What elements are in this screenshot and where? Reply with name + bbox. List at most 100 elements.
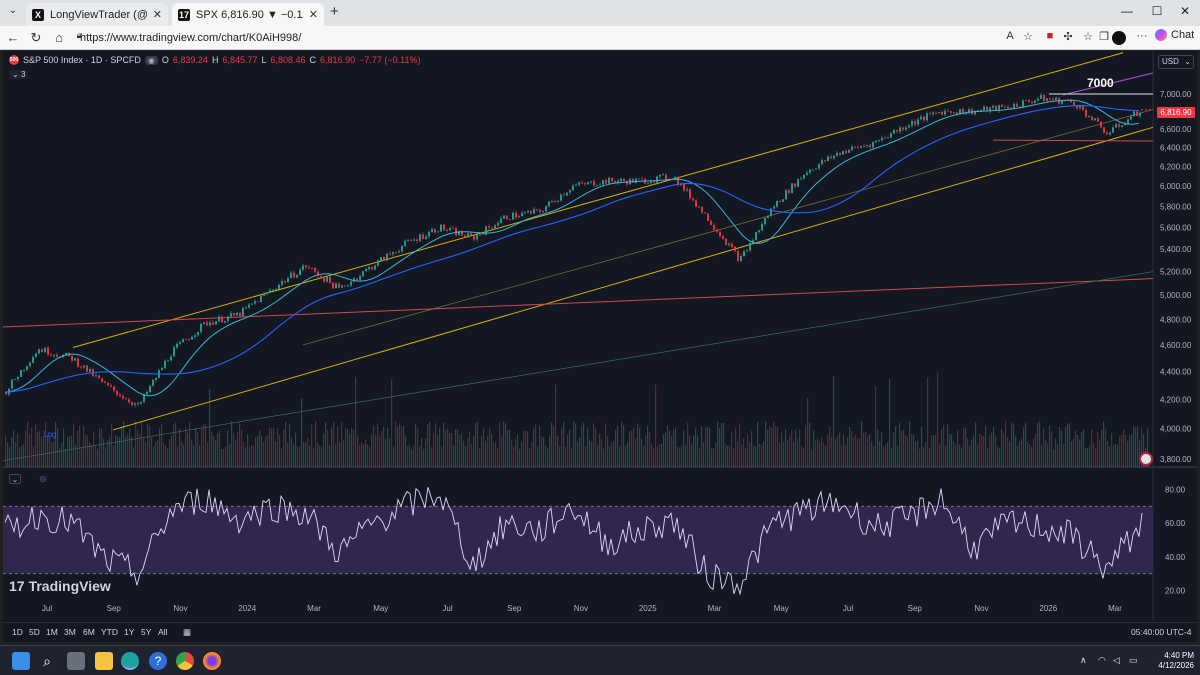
volume-bar bbox=[269, 427, 271, 467]
volume-bar bbox=[693, 435, 695, 467]
candle-body bbox=[542, 211, 544, 213]
volume-bar bbox=[59, 448, 61, 467]
show-hidden-icons[interactable]: ∧ bbox=[1080, 655, 1087, 665]
home-icon[interactable]: ⌂ bbox=[55, 30, 63, 45]
volume-bar bbox=[699, 448, 701, 467]
back-arrow-icon[interactable]: ← bbox=[6, 30, 20, 45]
more-menu-icon[interactable]: ··· bbox=[1136, 30, 1148, 42]
tf-all[interactable]: All bbox=[158, 627, 168, 637]
volume-bar bbox=[1135, 427, 1137, 467]
volume-bar bbox=[91, 445, 93, 467]
volume-bar bbox=[65, 448, 67, 467]
volume-bar bbox=[727, 445, 729, 467]
firefox-icon[interactable] bbox=[203, 652, 221, 670]
windows-start-icon[interactable] bbox=[12, 652, 30, 670]
tf-3m[interactable]: 3M bbox=[64, 627, 76, 637]
refresh-icon[interactable]: ↻ bbox=[30, 30, 42, 45]
candle-body bbox=[815, 168, 817, 170]
file-explorer-icon[interactable] bbox=[95, 652, 113, 670]
volume-bar bbox=[267, 435, 269, 467]
tab-tradingview[interactable]: 17 SPX 6,816.90 ▼ −0.11% Unnamed ✕ bbox=[172, 3, 324, 26]
volume-bar bbox=[55, 421, 57, 467]
candle-body bbox=[746, 250, 748, 252]
log-scale-label[interactable]: Log bbox=[43, 430, 57, 439]
volume-bar bbox=[645, 435, 647, 467]
minimize-button[interactable]: — bbox=[1121, 4, 1133, 18]
volume-icon[interactable]: ◁ bbox=[1113, 655, 1120, 665]
indicators-toggle[interactable]: ⌄ 3 bbox=[9, 70, 29, 79]
tab-longviewtrader[interactable]: X LongViewTrader (@LongViewTrader ✕ bbox=[26, 3, 168, 26]
candle-body bbox=[824, 160, 826, 162]
chrome-icon[interactable] bbox=[176, 652, 194, 670]
edge-browser-icon[interactable] bbox=[121, 652, 139, 670]
read-aloud-icon[interactable]: A bbox=[1006, 30, 1014, 42]
volume-bar bbox=[515, 439, 517, 467]
tf-ytd[interactable]: YTD bbox=[101, 627, 118, 637]
candle-body bbox=[353, 278, 355, 282]
timezone-clock[interactable]: 05:40:00 UTC-4 bbox=[1131, 627, 1192, 637]
volume-bar bbox=[647, 425, 649, 467]
candle-body bbox=[716, 229, 718, 232]
copilot-chat-button[interactable]: Chat bbox=[1155, 29, 1194, 41]
candle-body bbox=[473, 235, 475, 240]
help-icon[interactable]: ? bbox=[149, 652, 167, 670]
extensions-puzzle-icon[interactable]: ✣ bbox=[1063, 31, 1073, 43]
tf-5y[interactable]: 5Y bbox=[141, 627, 152, 637]
volume-bar bbox=[743, 438, 745, 467]
flag-icon[interactable] bbox=[1139, 452, 1153, 466]
candle-body bbox=[740, 255, 742, 262]
system-clock[interactable]: 4:40 PM 4/12/2026 bbox=[1152, 651, 1194, 671]
tradingview-chart[interactable]: 7,000.006,800.006,600.006,400.006,200.00… bbox=[3, 51, 1197, 642]
volume-bar bbox=[641, 438, 643, 467]
extension-icon[interactable]: ■ bbox=[1046, 30, 1054, 42]
volume-bar bbox=[1067, 423, 1069, 467]
volume-bar bbox=[1083, 429, 1085, 467]
favorite-star-icon[interactable]: ☆ bbox=[1023, 31, 1033, 43]
close-tab-icon[interactable]: ✕ bbox=[152, 9, 162, 21]
tab-actions-icon[interactable]: ⌄ bbox=[8, 5, 18, 16]
time-tick-label: Jul bbox=[42, 604, 52, 613]
search-icon[interactable]: ⌕ bbox=[43, 653, 51, 669]
volume-bar bbox=[279, 435, 281, 467]
volume-bar bbox=[381, 431, 383, 467]
close-tab-icon[interactable]: ✕ bbox=[308, 9, 318, 21]
candle-body bbox=[548, 201, 550, 207]
currency-selector[interactable]: USD ⌄ bbox=[1158, 55, 1194, 69]
volume-bar bbox=[613, 440, 615, 467]
volume-bar bbox=[577, 441, 579, 467]
wifi-icon[interactable]: ◠ bbox=[1098, 655, 1106, 665]
rsi-settings-icon[interactable]: ◎ bbox=[39, 474, 47, 483]
tf-1y[interactable]: 1Y bbox=[124, 627, 135, 637]
candle-body bbox=[5, 392, 7, 395]
low-label: L bbox=[261, 55, 267, 65]
collections-icon[interactable]: ❐ bbox=[1099, 31, 1109, 43]
close-window-button[interactable]: ✕ bbox=[1179, 4, 1191, 18]
level-label-7000[interactable]: 7000 bbox=[1087, 76, 1114, 90]
visibility-toggle-icon[interactable]: ◉ bbox=[144, 55, 158, 65]
profile-avatar[interactable] bbox=[1112, 31, 1126, 45]
volume-bar bbox=[851, 430, 853, 467]
candle-body bbox=[851, 146, 853, 151]
volume-bar bbox=[969, 445, 971, 467]
tf-5d[interactable]: 5D bbox=[29, 627, 40, 637]
tf-1m[interactable]: 1M bbox=[46, 627, 58, 637]
maximize-button[interactable]: ☐ bbox=[1151, 4, 1163, 18]
battery-icon[interactable]: ▭ bbox=[1129, 655, 1138, 665]
candle-body bbox=[653, 181, 655, 183]
symbol-name[interactable]: S&P 500 Index · 1D · SPCFD bbox=[23, 55, 141, 65]
volume-bar bbox=[1013, 424, 1015, 467]
volume-bar bbox=[961, 447, 963, 467]
url-field[interactable]: https://www.tradingview.com/chart/K0AiH9… bbox=[80, 32, 302, 44]
chart-canvas[interactable]: 7,000.006,800.006,600.006,400.006,200.00… bbox=[3, 51, 1197, 642]
volume-bar bbox=[75, 444, 77, 467]
volume-bar bbox=[103, 438, 105, 467]
candle-body bbox=[1040, 94, 1042, 99]
collapse-pane-icon[interactable]: ⌄ bbox=[9, 474, 21, 484]
favorites-icon[interactable]: ☆ bbox=[1083, 31, 1093, 43]
volume-bar bbox=[225, 446, 227, 467]
task-view-icon[interactable] bbox=[67, 652, 85, 670]
tf-1d[interactable]: 1D bbox=[12, 627, 23, 637]
new-tab-button[interactable]: + bbox=[330, 3, 339, 20]
date-range-icon[interactable]: ▦ bbox=[183, 627, 192, 637]
tf-6m[interactable]: 6M bbox=[83, 627, 95, 637]
